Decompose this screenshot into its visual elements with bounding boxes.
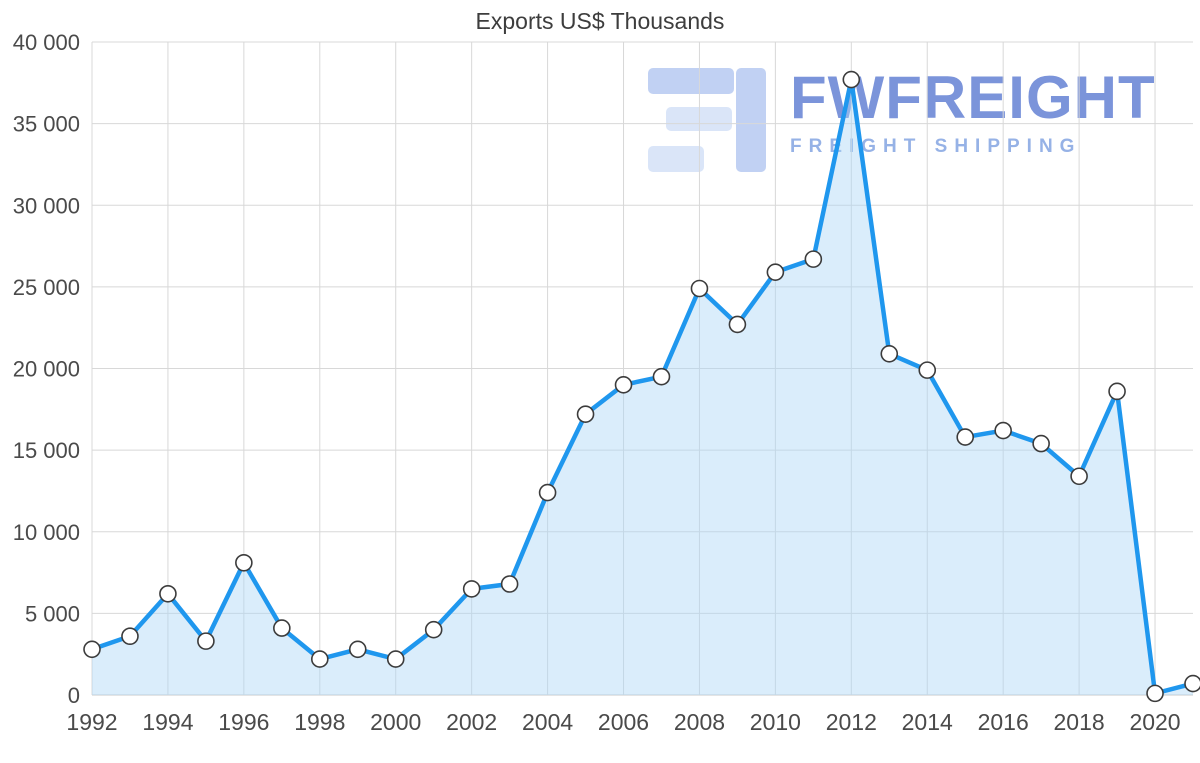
data-point <box>273 619 291 637</box>
x-tick-label: 2014 <box>902 709 953 735</box>
x-tick-label: 2000 <box>370 709 421 735</box>
y-tick-label: 30 000 <box>13 193 80 218</box>
data-point <box>1184 674 1200 693</box>
data-point <box>1146 684 1164 703</box>
data-point <box>1070 467 1088 486</box>
y-tick-label: 0 <box>68 683 80 708</box>
y-tick-label: 15 000 <box>13 438 80 463</box>
chart-title: Exports US$ Thousands <box>475 8 725 34</box>
data-point <box>424 620 443 639</box>
data-points <box>83 70 1200 703</box>
x-tick-label: 2012 <box>826 709 877 735</box>
data-point <box>956 428 975 446</box>
y-tick-label: 5 000 <box>25 601 80 626</box>
data-point <box>235 553 253 572</box>
data-point <box>121 627 139 646</box>
y-tick-label: 35 000 <box>13 112 80 137</box>
data-point <box>159 584 177 603</box>
data-point <box>310 650 329 668</box>
y-tick-label: 25 000 <box>13 275 80 300</box>
data-point <box>918 361 937 379</box>
data-point <box>83 640 101 659</box>
x-tick-label: 2006 <box>598 709 649 735</box>
y-tick-label: 20 000 <box>13 357 80 382</box>
x-axis-labels: 1992 1994 1996 1998 2000 2002 2004 2006 2008 2010… <box>66 709 1180 735</box>
data-point <box>500 575 519 593</box>
x-tick-label: 2018 <box>1054 709 1105 735</box>
data-point <box>462 580 481 598</box>
data-point <box>690 279 709 298</box>
x-tick-label: 2008 <box>674 709 725 735</box>
x-tick-label: 2002 <box>446 709 497 735</box>
x-tick-label: 1996 <box>218 709 269 735</box>
data-point <box>804 250 823 268</box>
x-tick-label: 1998 <box>294 709 345 735</box>
y-axis-labels: 0 5 000 10 000 15 000 20 000 25 000 30 000 35 0… <box>13 30 80 708</box>
y-tick-label: 40 000 <box>13 30 80 55</box>
x-tick-label: 2004 <box>522 709 573 735</box>
data-point <box>576 405 595 424</box>
data-point <box>994 421 1012 440</box>
data-point <box>1032 434 1050 453</box>
data-point <box>842 70 861 89</box>
data-point <box>880 345 899 363</box>
data-point <box>614 376 633 394</box>
x-tick-label: 1992 <box>66 709 117 735</box>
x-tick-label: 1994 <box>142 709 193 735</box>
data-point <box>386 650 405 668</box>
x-tick-label: 2010 <box>750 709 801 735</box>
data-point <box>197 632 215 650</box>
x-tick-label: 2020 <box>1129 709 1180 735</box>
x-tick-label: 2016 <box>978 709 1029 735</box>
y-tick-label: 10 000 <box>13 520 80 545</box>
data-point <box>728 315 747 334</box>
data-point <box>652 367 671 386</box>
series-area <box>92 79 1193 696</box>
data-point <box>348 640 367 659</box>
data-point <box>538 483 557 502</box>
data-point <box>766 263 785 281</box>
data-point <box>1108 382 1126 401</box>
